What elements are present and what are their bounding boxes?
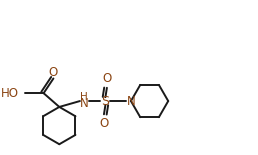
Text: HO: HO (1, 87, 19, 100)
Text: S: S (101, 95, 109, 108)
Text: O: O (99, 117, 109, 130)
Text: O: O (49, 66, 58, 79)
Text: H: H (80, 92, 88, 102)
Text: N: N (80, 97, 89, 110)
Text: N: N (127, 95, 135, 108)
Text: O: O (102, 72, 111, 85)
